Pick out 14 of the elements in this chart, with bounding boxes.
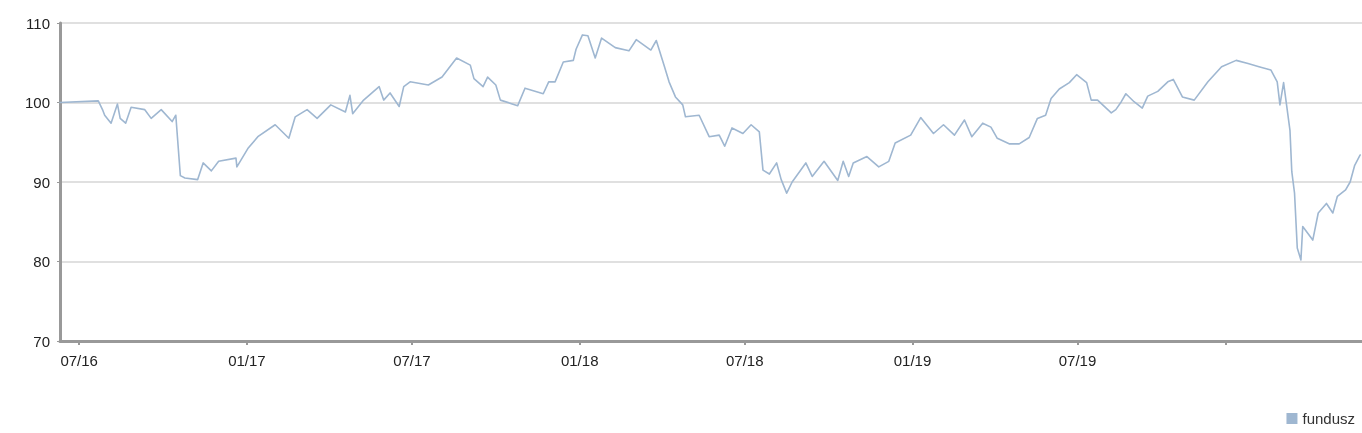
- y-tick-label: 70: [33, 332, 50, 350]
- y-tick-label: 110: [26, 14, 50, 32]
- legend-label: fundusz: [1302, 410, 1356, 427]
- y-tick-label: 90: [33, 173, 50, 191]
- line-series: [59, 34, 1361, 261]
- x-tick-label: 07/19: [1058, 352, 1097, 369]
- x-tick-label: 01/17: [228, 352, 266, 369]
- x-tick-label: 01/19: [893, 352, 932, 369]
- x-tick-label: 07/18: [725, 352, 764, 369]
- y-tick-label: 80: [33, 253, 50, 270]
- x-tick-label: 07/16: [60, 352, 98, 369]
- x-tick-label: 07/17: [393, 352, 431, 369]
- y-tick-label: 100: [24, 94, 50, 111]
- x-tick-label: 01/18: [560, 352, 599, 369]
